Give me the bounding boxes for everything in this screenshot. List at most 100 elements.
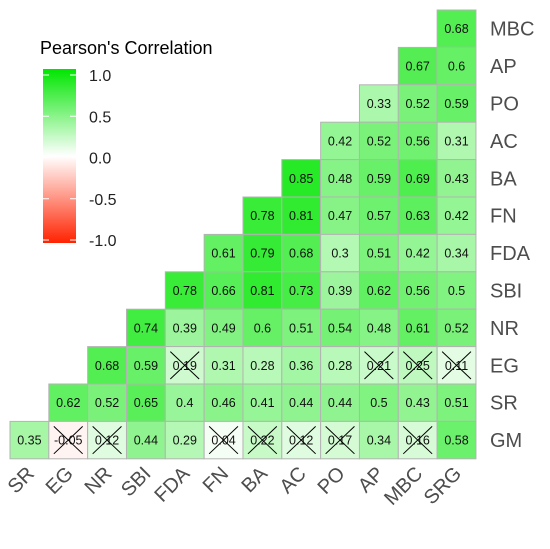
legend-tick-label: -0.5 <box>89 192 117 209</box>
cell-value-label: 0.39 <box>328 284 352 298</box>
cell-value-label: 0.61 <box>211 247 235 261</box>
legend-colorbar <box>43 69 76 243</box>
y-axis-label: FDA <box>490 243 531 265</box>
x-axis-label: SR <box>4 463 39 498</box>
cell-value-label: 0.34 <box>367 434 391 448</box>
cell-value-label: 0.42 <box>406 247 430 261</box>
cell-value-label: 0.62 <box>56 396 80 410</box>
cell-value-label: 0.44 <box>328 396 352 410</box>
cell-value-label: 0.6 <box>448 60 465 74</box>
y-axis-label: AP <box>490 56 517 78</box>
heatmap-cell <box>397 84 438 123</box>
non-significant-cross <box>286 426 316 455</box>
y-axis-label: AC <box>490 131 518 153</box>
cell-value-label: 0.3 <box>331 247 348 261</box>
x-axis-label: PO <box>314 463 350 499</box>
heatmap-cell <box>397 196 438 235</box>
cell-value-label: 0.42 <box>328 134 352 148</box>
heatmap-cell <box>125 420 166 460</box>
y-axis-label: FN <box>490 206 517 228</box>
cell-value-label: 0.46 <box>211 396 235 410</box>
heatmap-cell <box>436 84 477 123</box>
cell-value-label: 0.59 <box>367 172 391 186</box>
heatmap-cell <box>164 383 205 422</box>
heatmap-cell <box>281 346 322 385</box>
cell-value-label: 0.68 <box>289 247 313 261</box>
cell-value-label: 0.58 <box>444 434 468 448</box>
cell-value-label: 0.47 <box>328 209 352 223</box>
heatmap-cell <box>358 233 399 273</box>
cell-value-label: 0.51 <box>367 247 391 261</box>
cell-value-label: 0.62 <box>367 284 391 298</box>
heatmap-cell <box>281 383 322 422</box>
y-axis-label: PO <box>490 94 519 116</box>
cell-value-label: 0.6 <box>254 321 271 335</box>
y-axis-label: MBC <box>490 19 534 41</box>
cell-value-labels: 0.68 0.67 0.6 0.33 0.52 0.59 0.42 0.52 0.56 0.31 0… <box>17 22 469 447</box>
cell-value-label: 0.54 <box>328 321 352 335</box>
x-axis-label: SRG <box>420 463 466 509</box>
cell-value-label: 0.28 <box>328 359 352 373</box>
cell-value-label: 0.59 <box>444 97 468 111</box>
legend-tick-label: 0.5 <box>89 109 111 126</box>
heatmap-cell <box>320 271 360 310</box>
cell-value-label: 0.34 <box>444 247 468 261</box>
y-axis-label: SR <box>490 393 518 415</box>
cell-value-label: 0.33 <box>367 97 391 111</box>
heatmap-cells <box>9 9 477 460</box>
legend: Pearson's Correlation 1.0 0.5 0.0 -0.5 -1.0 <box>40 38 213 250</box>
cell-value-label: 0.52 <box>95 396 119 410</box>
cell-value-label: 0.48 <box>367 321 391 335</box>
heatmap-cell <box>164 420 205 460</box>
heatmap-cell <box>397 383 438 422</box>
cell-value-label: 0.43 <box>406 396 430 410</box>
cell-value-label: 0.81 <box>289 209 313 223</box>
y-axis-label: NR <box>490 318 519 340</box>
cell-value-label: 0.61 <box>406 321 430 335</box>
cell-value-label: 0.31 <box>444 134 468 148</box>
legend-ticks: 1.0 0.5 0.0 -0.5 -1.0 <box>43 68 117 250</box>
cell-value-label: 0.39 <box>173 321 197 335</box>
heatmap-cell <box>358 383 399 422</box>
heatmap-cell <box>164 271 205 310</box>
heatmap-cell <box>125 383 166 422</box>
y-axis-labels: MBC AP PO AC BA FN FDA SBI NR EG SR GM <box>490 19 534 452</box>
heatmap-cell <box>320 383 360 422</box>
cell-value-label: 0.49 <box>211 321 235 335</box>
non-significant-cross <box>208 426 239 455</box>
cell-value-label: 0.81 <box>250 284 274 298</box>
cell-value-label: 0.56 <box>406 284 430 298</box>
cell-value-label: 0.28 <box>250 359 274 373</box>
cell-value-label: 0.59 <box>134 359 158 373</box>
cell-value-label: 0.68 <box>95 359 119 373</box>
cell-value-label: 0.52 <box>444 321 468 335</box>
non-significant-marks <box>53 351 472 455</box>
y-axis-label: BA <box>490 168 517 190</box>
heatmap-cell <box>358 271 399 310</box>
cell-value-label: 0.5 <box>370 396 387 410</box>
cell-value-label: 0.36 <box>289 359 313 373</box>
non-significant-cross <box>441 351 472 380</box>
x-axis-label: BA <box>238 462 273 497</box>
heatmap-cell <box>125 346 166 385</box>
heatmap-cell <box>203 271 244 310</box>
heatmap-cell <box>9 420 50 460</box>
heatmap-cell <box>281 271 322 310</box>
x-axis-label: SBI <box>117 463 155 501</box>
cell-value-label: 0.65 <box>134 396 158 410</box>
cell-value-label: 0.78 <box>250 209 274 223</box>
cell-value-label: 0.66 <box>211 284 235 298</box>
non-significant-cross <box>92 426 122 455</box>
heatmap-cell <box>358 420 399 460</box>
cell-value-label: 0.57 <box>367 209 391 223</box>
cell-value-label: 0.44 <box>289 396 313 410</box>
heatmap-cell <box>320 233 360 273</box>
y-axis-label: EG <box>490 355 519 377</box>
cell-value-label: 0.78 <box>173 284 197 298</box>
x-axis-label: FDA <box>150 462 194 506</box>
heatmap-cell <box>397 121 438 161</box>
cell-value-label: 0.35 <box>17 434 41 448</box>
heatmap-cell <box>320 346 360 385</box>
